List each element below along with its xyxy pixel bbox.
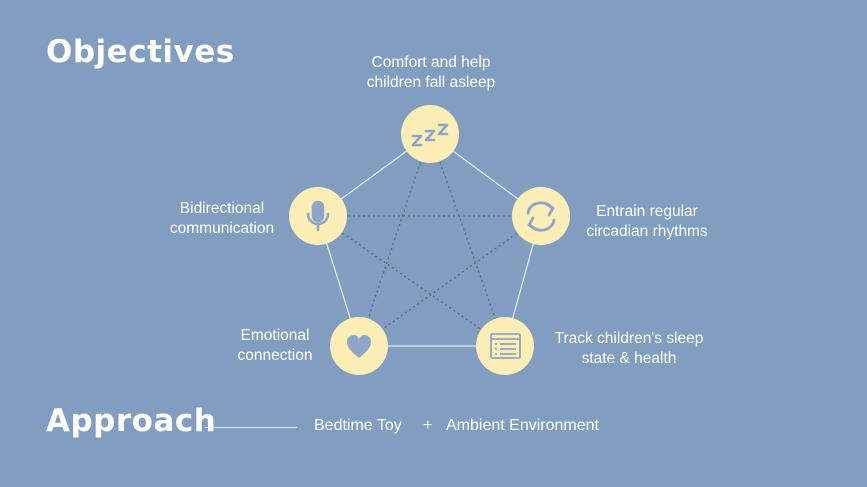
label-communication: Bidirectional communication xyxy=(169,200,275,237)
approach-ambient-environment: Ambient Environment xyxy=(446,417,599,434)
refresh-icon xyxy=(526,201,556,232)
approach-plus: + xyxy=(423,417,433,434)
label-sleep: Comfort and help children fall asleep xyxy=(366,54,496,91)
node-communication xyxy=(289,187,347,245)
heart-icon xyxy=(347,335,371,358)
label-circadian: Entrain regular circadian rhythms xyxy=(586,203,708,240)
zzz-icon xyxy=(411,123,449,147)
link-sleep-emotional xyxy=(358,133,431,347)
label-track: Track children's sleep state & health xyxy=(554,330,704,367)
approach-bedtime-toy: Bedtime Toy xyxy=(314,417,402,434)
node-track xyxy=(476,317,534,375)
approach-divider xyxy=(205,427,297,428)
node-sleep xyxy=(401,105,459,163)
label-emotional: Emotional connection xyxy=(237,327,313,364)
link-sleep-track xyxy=(429,133,506,347)
link-circadian-emotional xyxy=(358,215,542,347)
list-icon xyxy=(490,333,521,359)
star-connections xyxy=(317,133,542,347)
objectives-title: Objectives xyxy=(46,34,235,70)
node-circadian xyxy=(512,187,570,245)
node-emotional xyxy=(330,317,388,375)
microphone-icon xyxy=(306,200,330,232)
approach-title: Approach xyxy=(46,403,217,439)
